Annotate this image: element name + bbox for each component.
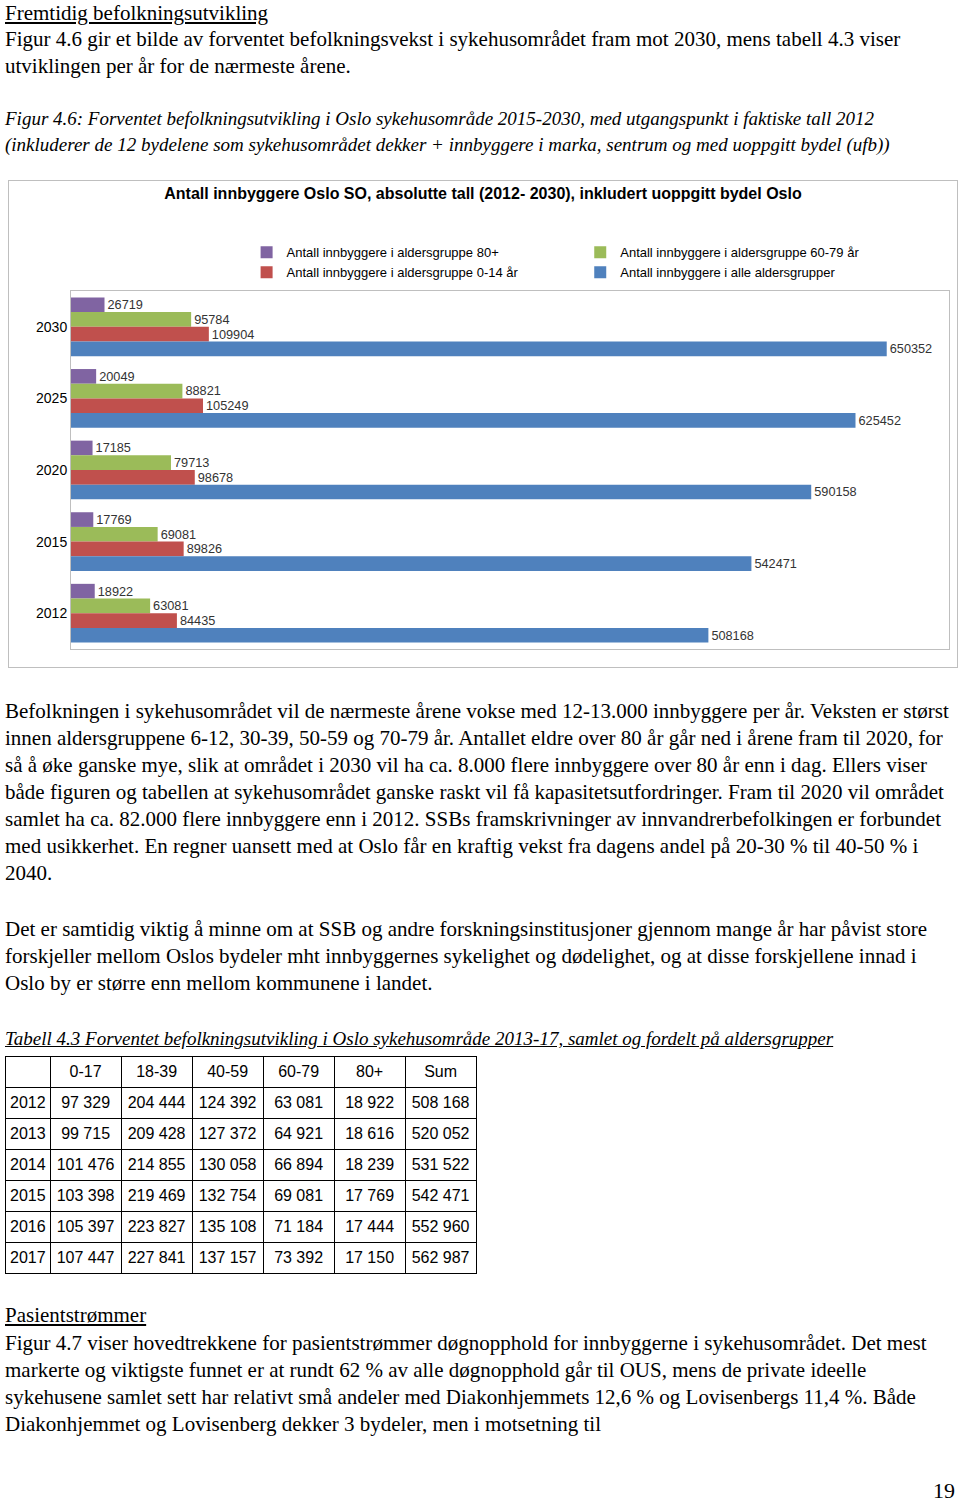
html-text:552 960: 552 960 — [411, 1218, 470, 1235]
html-text:Fremtidig befolkningsutvikling: Fremtidig befolkningsutvikling — [5, 1, 269, 25]
html-text:219 469: 219 469 — [127, 1187, 186, 1204]
html-text:69 081: 69 081 — [274, 1187, 324, 1204]
html-text:508 168: 508 168 — [411, 1094, 470, 1111]
html-text:209 428: 209 428 — [127, 1125, 186, 1142]
html-text:542 471: 542 471 — [411, 1187, 470, 1204]
svg-text:17769: 17769 — [96, 512, 131, 527]
svg-text:20049: 20049 — [99, 369, 134, 384]
html-text:101 476: 101 476 — [56, 1156, 115, 1173]
html-text:Det er samtidig viktig å minne: Det er samtidig viktig å minne om at SSB… — [5, 917, 928, 995]
html-text:99 715: 99 715 — [61, 1125, 111, 1142]
html-text:2017: 2017 — [10, 1249, 46, 1266]
html-text:Figur 4.6 gir et bilde av forv: Figur 4.6 gir et bilde av forventet befo… — [5, 27, 901, 78]
html-text:80+: 80+ — [356, 1063, 384, 1080]
html-text:18 616: 18 616 — [345, 1125, 395, 1142]
html-text:562 987: 562 987 — [411, 1249, 470, 1266]
svg-text:89826: 89826 — [187, 541, 222, 556]
html-text:2014: 2014 — [10, 1156, 46, 1173]
html-text:204 444: 204 444 — [127, 1094, 186, 1111]
html-text:97 329: 97 329 — [61, 1094, 111, 1111]
html-text:520 052: 520 052 — [411, 1125, 470, 1142]
html-text:19: 19 — [933, 1478, 955, 1503]
html-text:107 447: 107 447 — [56, 1249, 115, 1266]
html-text:223 827: 223 827 — [127, 1218, 186, 1235]
svg-text:17185: 17185 — [96, 440, 131, 455]
html-text:130 058: 130 058 — [198, 1156, 257, 1173]
svg-text:98678: 98678 — [198, 470, 233, 485]
svg-text:88821: 88821 — [185, 383, 220, 398]
html-text:71 184: 71 184 — [274, 1218, 324, 1235]
html-text:214 855: 214 855 — [127, 1156, 186, 1173]
html-text:127 372: 127 372 — [198, 1125, 257, 1142]
svg-text:63081: 63081 — [153, 598, 188, 613]
html-text:103 398: 103 398 — [56, 1187, 115, 1204]
html-text:105 397: 105 397 — [56, 1218, 115, 1235]
html-text:73 392: 73 392 — [274, 1249, 324, 1266]
html-text:Befolkningen i sykehusområdet: Befolkningen i sykehusområdet vil de nær… — [5, 699, 949, 885]
html-text:Pasientstrømmer: Pasientstrømmer — [5, 1303, 147, 1327]
html-text:40-59: 40-59 — [207, 1063, 248, 1080]
html-text:2013: 2013 — [10, 1125, 46, 1142]
html-text:2015: 2015 — [10, 1187, 46, 1204]
html-text:66 894: 66 894 — [274, 1156, 324, 1173]
html-text:2016: 2016 — [10, 1218, 46, 1235]
html-text:Figur 4.6: Forventet befolknin: Figur 4.6: Forventet befolkningsutviklin… — [5, 108, 890, 155]
svg-text:2012: 2012 — [36, 605, 67, 621]
svg-text:109904: 109904 — [212, 327, 254, 342]
html-text:Figur 4.7 viser hovedtrekkene: Figur 4.7 viser hovedtrekkene for pasien… — [5, 1331, 927, 1436]
svg-text:590158: 590158 — [814, 484, 856, 499]
svg-text:84435: 84435 — [180, 613, 215, 628]
html-text:64 921: 64 921 — [274, 1125, 324, 1142]
html-text:18-39: 18-39 — [136, 1063, 177, 1080]
svg-text:508168: 508168 — [711, 628, 753, 643]
svg-text:26719: 26719 — [108, 297, 143, 312]
html-text:Tabell 4.3 Forventet befolknin: Tabell 4.3 Forventet befolkningsutviklin… — [5, 1028, 834, 1049]
html-text:137 157: 137 157 — [198, 1249, 257, 1266]
html-text:227 841: 227 841 — [127, 1249, 186, 1266]
html-text:0-17: 0-17 — [69, 1063, 102, 1080]
html-text:18 922: 18 922 — [345, 1094, 395, 1111]
svg-text:18922: 18922 — [98, 584, 133, 599]
html-text:Sum: Sum — [424, 1063, 457, 1080]
html-text:17 769: 17 769 — [345, 1187, 395, 1204]
svg-text:2015: 2015 — [36, 534, 67, 550]
html-text:60-79: 60-79 — [278, 1063, 319, 1080]
html-text:18 239: 18 239 — [345, 1156, 395, 1173]
svg-text:Antall innbyggere i aldersgrup: Antall innbyggere i aldersgruppe 0-14 år — [287, 265, 519, 280]
svg-text:Antall innbyggere Oslo SO, abs: Antall innbyggere Oslo SO, absolutte tal… — [164, 185, 802, 202]
svg-text:79713: 79713 — [174, 455, 209, 470]
svg-text:2025: 2025 — [36, 390, 67, 406]
svg-text:105249: 105249 — [206, 398, 248, 413]
html-text:17 150: 17 150 — [345, 1249, 395, 1266]
svg-text:Antall innbyggere i aldersgrup: Antall innbyggere i aldersgruppe 80+ — [287, 245, 499, 260]
html-text:132 754: 132 754 — [198, 1187, 257, 1204]
html-text:17 444: 17 444 — [345, 1218, 395, 1235]
svg-text:2030: 2030 — [36, 319, 67, 335]
svg-text:95784: 95784 — [194, 312, 229, 327]
svg-text:650352: 650352 — [890, 341, 932, 356]
html-text:63 081: 63 081 — [274, 1094, 324, 1111]
svg-text:Antall innbyggere i alle alder: Antall innbyggere i alle aldersgrupper — [620, 265, 835, 280]
svg-text:2020: 2020 — [36, 462, 67, 478]
svg-text:69081: 69081 — [161, 527, 196, 542]
html-text:124 392: 124 392 — [198, 1094, 257, 1111]
svg-text:625452: 625452 — [859, 413, 901, 428]
svg-text:542471: 542471 — [754, 556, 796, 571]
svg-text:Antall innbyggere i aldersgrup: Antall innbyggere i aldersgruppe 60-79 å… — [620, 245, 859, 260]
html-text:135 108: 135 108 — [198, 1218, 257, 1235]
html-text:2012: 2012 — [10, 1094, 46, 1111]
html-text:531 522: 531 522 — [411, 1156, 470, 1173]
